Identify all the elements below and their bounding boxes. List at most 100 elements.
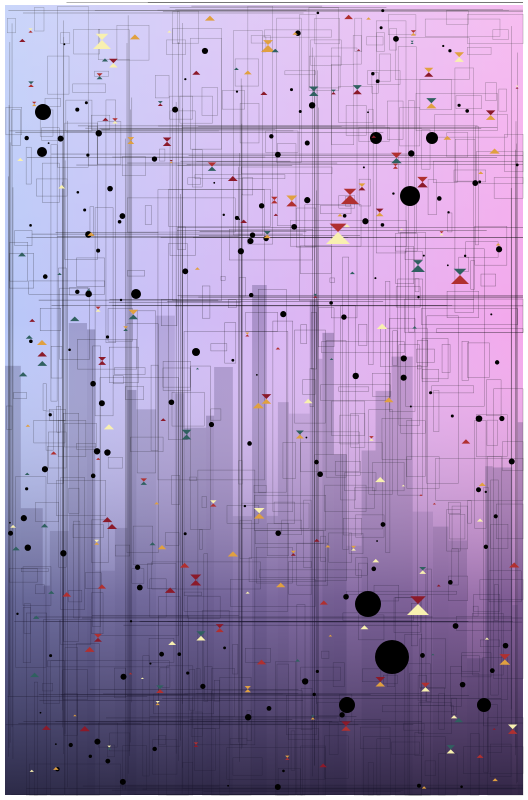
triangle xyxy=(10,524,16,528)
triangle xyxy=(181,434,192,440)
dot xyxy=(249,232,256,238)
triangle xyxy=(421,687,430,692)
dot xyxy=(119,778,126,785)
triangle xyxy=(96,76,103,80)
triangle xyxy=(157,103,163,107)
dot xyxy=(68,348,71,352)
dot xyxy=(182,268,189,275)
triangle xyxy=(18,372,28,377)
triangle xyxy=(227,176,238,181)
triangle xyxy=(410,42,414,44)
dot xyxy=(477,698,491,712)
triangle xyxy=(261,398,272,404)
triangle xyxy=(331,92,336,95)
triangle xyxy=(169,159,173,162)
dot xyxy=(274,783,281,790)
triangle xyxy=(155,700,160,704)
dot xyxy=(129,620,133,623)
triangle xyxy=(112,118,118,121)
dot xyxy=(247,237,254,245)
triangle xyxy=(70,316,80,322)
dot xyxy=(9,521,11,524)
triangle xyxy=(319,600,328,605)
triangle xyxy=(179,562,190,568)
dot xyxy=(301,678,309,685)
triangle xyxy=(123,326,128,329)
triangle xyxy=(193,742,199,745)
dot xyxy=(269,134,274,139)
triangle xyxy=(478,171,484,175)
triangle xyxy=(290,553,296,556)
triangle xyxy=(190,574,202,581)
triangle xyxy=(376,323,388,329)
triangle xyxy=(98,360,107,365)
triangle xyxy=(94,637,102,642)
triangle xyxy=(326,232,350,244)
dot xyxy=(375,79,380,84)
dot xyxy=(90,473,96,479)
dot xyxy=(227,784,229,787)
dot xyxy=(235,90,239,93)
triangle xyxy=(407,604,429,615)
triangle xyxy=(492,728,496,730)
triangle xyxy=(128,309,139,315)
triangle xyxy=(103,424,115,430)
triangle xyxy=(329,223,347,232)
triangle xyxy=(28,28,33,31)
triangle xyxy=(344,224,351,228)
triangle xyxy=(155,703,160,706)
dot xyxy=(490,313,493,316)
dot xyxy=(117,220,122,224)
triangle xyxy=(164,587,176,593)
triangle xyxy=(450,715,458,719)
dot xyxy=(136,584,143,591)
triangle xyxy=(32,615,40,619)
triangle xyxy=(94,542,100,545)
triangle xyxy=(410,32,417,36)
triangle xyxy=(313,295,318,298)
triangle xyxy=(207,166,217,171)
triangle xyxy=(244,686,251,690)
triangle xyxy=(253,513,265,519)
triangle xyxy=(351,545,356,549)
dot xyxy=(107,185,113,192)
triangle xyxy=(446,749,455,754)
triangle xyxy=(215,628,224,633)
dot xyxy=(329,301,333,305)
triangle xyxy=(149,542,156,546)
triangle xyxy=(263,231,271,235)
dot xyxy=(234,215,240,221)
triangle xyxy=(285,755,290,758)
triangle xyxy=(210,500,217,504)
dot xyxy=(447,211,450,214)
triangle xyxy=(499,654,511,660)
triangle xyxy=(86,289,91,292)
dot xyxy=(86,153,90,157)
triangle xyxy=(419,494,423,496)
triangle xyxy=(29,318,36,322)
triangle xyxy=(417,176,428,183)
triangle xyxy=(375,677,386,682)
dot xyxy=(104,449,111,456)
triangle xyxy=(190,580,202,586)
triangle xyxy=(210,503,217,507)
dot xyxy=(381,9,385,13)
triangle xyxy=(476,754,484,758)
triangle xyxy=(96,73,103,77)
dot xyxy=(63,43,66,46)
triangle xyxy=(37,351,47,357)
triangle xyxy=(37,340,47,345)
triangle xyxy=(93,40,111,49)
triangle xyxy=(30,672,40,678)
dot xyxy=(95,130,102,137)
dot xyxy=(417,295,420,299)
triangle xyxy=(168,641,177,646)
triangle xyxy=(25,424,31,427)
triangle xyxy=(128,672,133,675)
triangle xyxy=(431,653,435,656)
dot xyxy=(371,71,375,76)
triangle xyxy=(331,89,336,93)
triangle xyxy=(286,200,298,207)
triangle xyxy=(292,32,298,35)
triangle xyxy=(461,439,471,444)
